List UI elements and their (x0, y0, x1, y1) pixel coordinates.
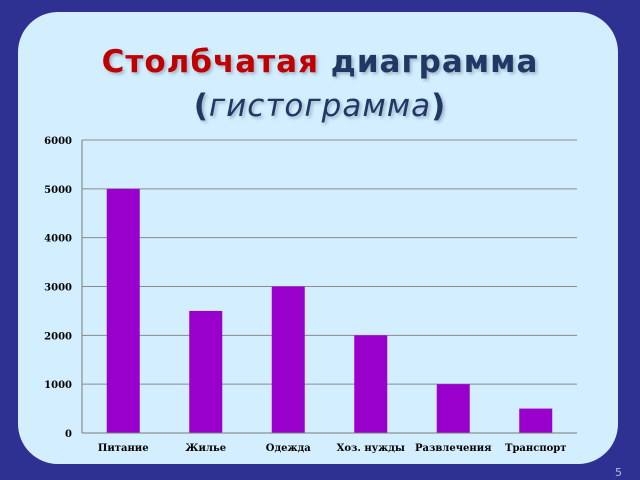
y-tick-label: 1000 (44, 380, 72, 391)
axis-layer (81, 140, 577, 434)
page-number: 5 (615, 466, 622, 479)
label-layer: 0 1000 2000 3000 4000 5000 6000 Питание Жилье Оде… (44, 136, 566, 454)
bar-layer (106, 188, 553, 433)
bar (436, 384, 470, 433)
y-tick-label: 6000 (44, 136, 72, 147)
x-category-label: Развлечения (415, 443, 492, 454)
slide-title-word-1: Столбчатая (101, 44, 319, 80)
bar (271, 286, 305, 433)
x-category-label: Хоз. нужды (337, 443, 405, 454)
subtitle-text: гистограмма (208, 88, 432, 124)
bar (106, 188, 140, 433)
x-category-label: Одежда (266, 443, 312, 454)
y-tick-label: 2000 (44, 331, 72, 342)
subtitle-open-paren: ( (193, 88, 209, 124)
bar (519, 408, 553, 433)
y-tick-label: 5000 (44, 185, 72, 196)
grid-layer (82, 139, 577, 385)
slide-title: Столбчатая диаграмма (0, 42, 640, 82)
x-category-label: Жилье (185, 443, 226, 454)
x-category-label: Питание (98, 443, 149, 454)
slide-subtitle: (гистограмма) (0, 86, 640, 126)
bar (354, 335, 388, 433)
y-tick-label: 3000 (44, 283, 72, 294)
bar (189, 310, 223, 433)
y-tick-label: 0 (65, 429, 72, 440)
slide-title-word-2: диаграмма (330, 44, 539, 80)
x-category-label: Транспорт (505, 443, 567, 454)
subtitle-close-paren: ) (431, 88, 447, 124)
y-tick-label: 4000 (44, 234, 72, 245)
